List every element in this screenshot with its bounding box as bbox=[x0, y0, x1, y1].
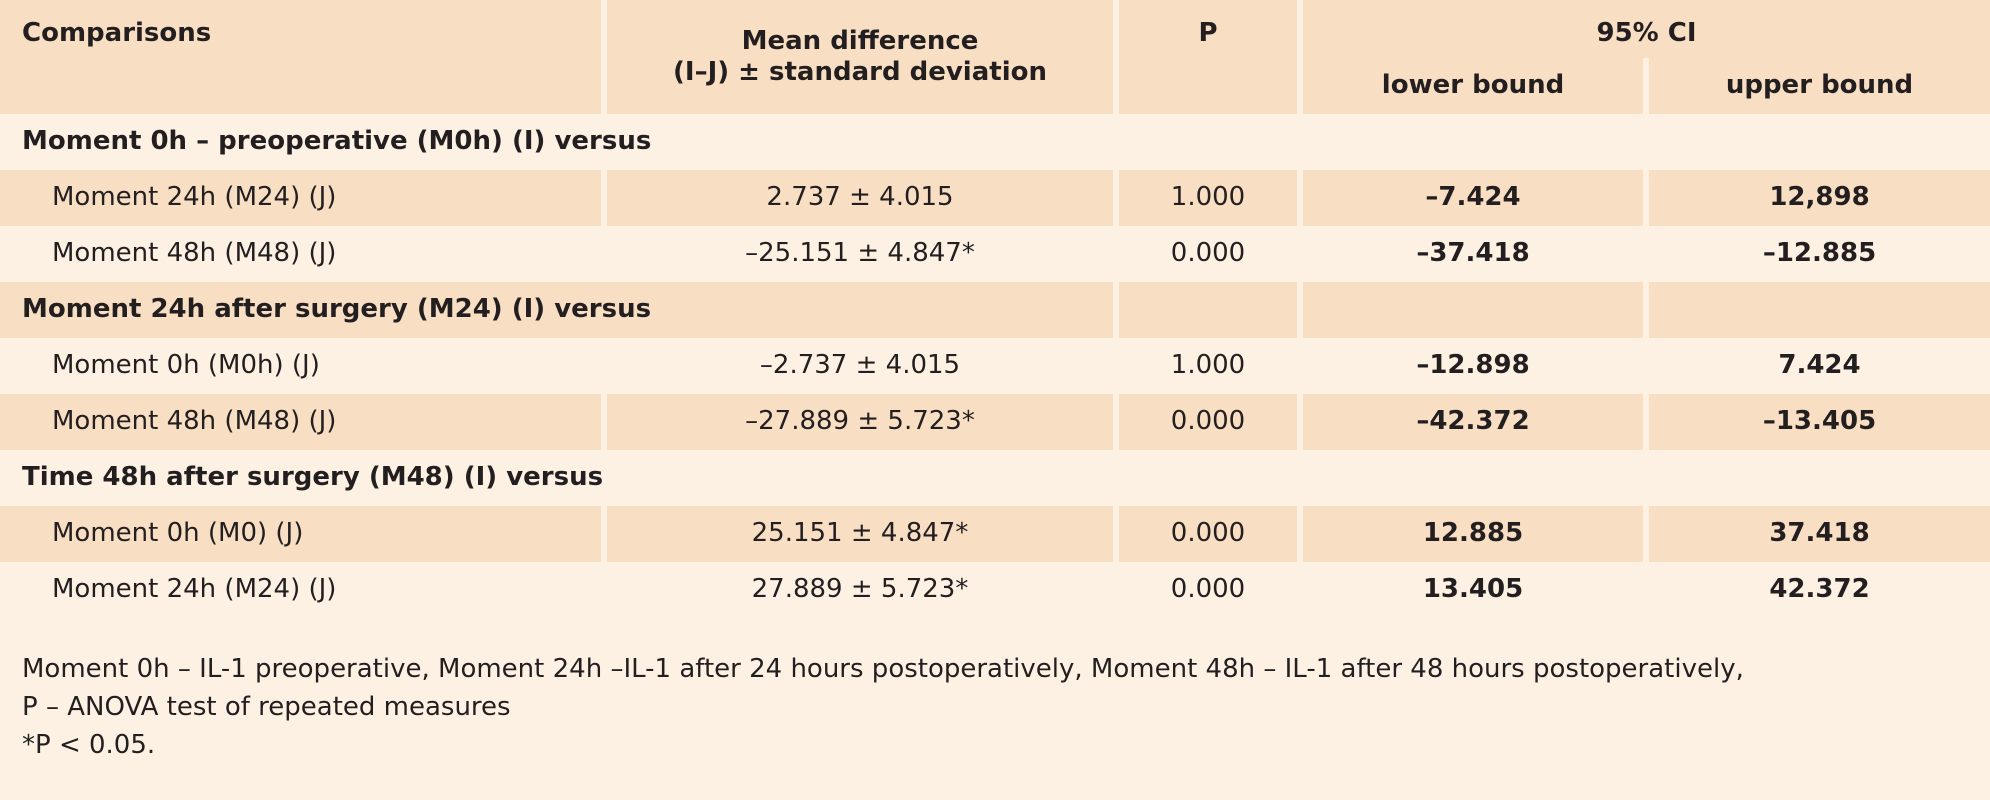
group-filler bbox=[1300, 282, 1649, 338]
row-lower: –7.424 bbox=[1300, 170, 1649, 226]
table-row: Moment 0h (M0) (J) 25.151 ± 4.847* 0.000… bbox=[0, 506, 1990, 562]
row-mean: 2.737 ± 4.015 bbox=[604, 170, 1119, 226]
group-row: Moment 0h – preoperative (M0h) (I) versu… bbox=[0, 114, 1990, 170]
table-row: Moment 24h (M24) (J) 27.889 ± 5.723* 0.0… bbox=[0, 562, 1990, 618]
row-lower: –12.898 bbox=[1300, 338, 1649, 394]
group-title: Moment 0h – preoperative (M0h) (I) versu… bbox=[22, 126, 652, 157]
group-title: Moment 24h after surgery (M24) (I) versu… bbox=[0, 282, 1119, 338]
footnote-line: P – ANOVA test of repeated measures bbox=[22, 692, 511, 722]
header-ci: 95% CI bbox=[1300, 0, 1990, 58]
row-p: 1.000 bbox=[1116, 170, 1303, 226]
group-title: Time 48h after surgery (M48) (I) versus bbox=[22, 462, 604, 493]
row-label: Moment 48h (M48) (J) bbox=[0, 394, 607, 450]
row-p: 1.000 bbox=[1116, 338, 1303, 394]
row-label: Moment 0h (M0) (J) bbox=[0, 506, 607, 562]
row-lower: –42.372 bbox=[1300, 394, 1649, 450]
row-p: 0.000 bbox=[1116, 562, 1303, 618]
table-row: Moment 48h (M48) (J) –27.889 ± 5.723* 0.… bbox=[0, 394, 1990, 450]
row-mean: –2.737 ± 4.015 bbox=[604, 338, 1119, 394]
row-upper: 12,898 bbox=[1646, 170, 1990, 226]
row-label: Moment 0h (M0h) (J) bbox=[0, 338, 607, 394]
group-row: Moment 24h after surgery (M24) (I) versu… bbox=[0, 282, 1990, 338]
row-upper: –13.405 bbox=[1646, 394, 1990, 450]
group-row: Time 48h after surgery (M48) (I) versus bbox=[0, 450, 1990, 506]
header-comparisons: Comparisons bbox=[0, 0, 607, 114]
comparisons-table: Comparisons Mean difference (I–J) ± stan… bbox=[0, 0, 1990, 618]
row-mean: –27.889 ± 5.723* bbox=[604, 394, 1119, 450]
footnote-line: *P < 0.05. bbox=[22, 730, 156, 760]
row-mean: 25.151 ± 4.847* bbox=[604, 506, 1119, 562]
row-p: 0.000 bbox=[1116, 226, 1303, 282]
group-filler bbox=[1116, 282, 1303, 338]
table-row: Moment 24h (M24) (J) 2.737 ± 4.015 1.000… bbox=[0, 170, 1990, 226]
row-upper: 37.418 bbox=[1646, 506, 1990, 562]
header-mean-line2: (I–J) ± standard deviation bbox=[673, 57, 1047, 88]
table-row: Moment 0h (M0h) (J) –2.737 ± 4.015 1.000… bbox=[0, 338, 1990, 394]
row-lower: 13.405 bbox=[1300, 562, 1649, 618]
row-label: Moment 24h (M24) (J) bbox=[0, 170, 607, 226]
row-lower: –37.418 bbox=[1300, 226, 1649, 282]
footnote-line: Moment 0h – IL-1 preoperative, Moment 24… bbox=[22, 654, 1744, 684]
row-upper: 42.372 bbox=[1769, 574, 1870, 605]
header-lower-bound: lower bound bbox=[1300, 58, 1649, 114]
row-mean: –25.151 ± 4.847* bbox=[604, 226, 1119, 282]
header-mean-difference: Mean difference (I–J) ± standard deviati… bbox=[604, 0, 1119, 114]
row-label: Moment 24h (M24) (J) bbox=[0, 562, 607, 618]
table-row: Moment 48h (M48) (J) –25.151 ± 4.847* 0.… bbox=[0, 226, 1990, 282]
group-filler bbox=[1646, 282, 1990, 338]
row-upper: 7.424 bbox=[1778, 350, 1861, 381]
header-upper-bound: upper bound bbox=[1646, 58, 1990, 114]
header-row-bottom: lower bound upper bound bbox=[0, 58, 1990, 114]
table-footnotes: Moment 0h – IL-1 preoperative, Moment 24… bbox=[22, 650, 1962, 764]
header-mean-line1: Mean difference bbox=[741, 26, 979, 56]
row-upper: –12.885 bbox=[1762, 238, 1877, 269]
row-label: Moment 48h (M48) (J) bbox=[0, 226, 607, 282]
row-p: 0.000 bbox=[1116, 506, 1303, 562]
row-lower: 12.885 bbox=[1300, 506, 1649, 562]
row-p: 0.000 bbox=[1116, 394, 1303, 450]
header-row-top: Comparisons Mean difference (I–J) ± stan… bbox=[0, 0, 1990, 114]
row-mean: 27.889 ± 5.723* bbox=[604, 562, 1119, 618]
header-p: P bbox=[1116, 0, 1303, 114]
